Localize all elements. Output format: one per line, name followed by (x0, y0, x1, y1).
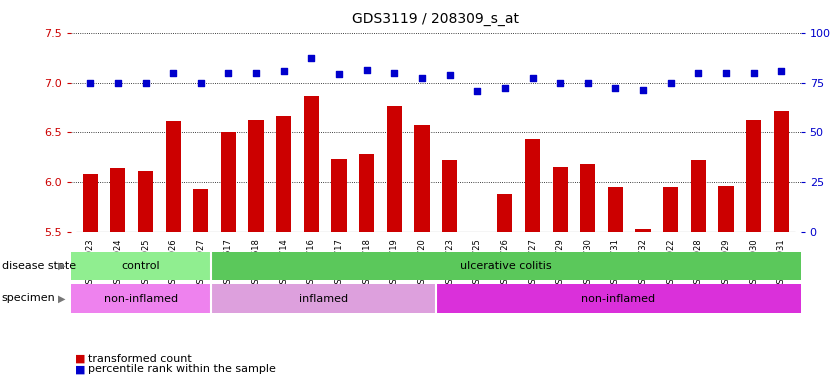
Text: ▶: ▶ (58, 293, 65, 303)
Point (609, 84, 622, 91)
Point (388, 70, 401, 76)
Bar (691, 161, 706, 232)
Bar (774, 111, 789, 232)
Bar (435, 284, 801, 313)
Point (636, 86, 650, 93)
Text: control: control (122, 261, 160, 271)
Bar (110, 169, 125, 232)
Point (83, 79, 97, 86)
Text: non-inflamed: non-inflamed (581, 293, 656, 304)
Text: non-inflamed: non-inflamed (104, 293, 178, 304)
Bar (211, 284, 435, 313)
Bar (166, 121, 181, 232)
Text: percentile rank within the sample: percentile rank within the sample (88, 364, 275, 374)
Bar (663, 187, 678, 232)
Point (332, 71, 345, 77)
Text: ■: ■ (75, 354, 86, 364)
Text: disease state: disease state (2, 261, 76, 271)
Bar (249, 119, 264, 232)
Bar (470, 232, 485, 268)
Bar (497, 194, 512, 232)
Bar (276, 116, 291, 232)
Bar (580, 164, 595, 232)
Point (277, 68, 290, 74)
Text: GDS3119 / 208309_s_at: GDS3119 / 208309_s_at (352, 12, 520, 25)
Point (526, 74, 540, 81)
Bar (718, 186, 734, 232)
Bar (608, 187, 623, 232)
Point (222, 70, 235, 76)
Point (664, 79, 677, 86)
Bar (193, 189, 208, 232)
Bar (71, 284, 211, 313)
Point (720, 70, 733, 76)
Bar (71, 252, 211, 280)
Point (194, 79, 208, 86)
Text: transformed count: transformed count (88, 354, 191, 364)
Point (415, 74, 429, 81)
Point (775, 68, 788, 74)
Point (581, 79, 595, 86)
Bar (83, 174, 98, 232)
Point (111, 79, 124, 86)
Point (470, 88, 484, 94)
Point (554, 79, 567, 86)
Bar (636, 229, 651, 232)
Bar (331, 159, 347, 232)
Point (138, 79, 152, 86)
Bar (414, 126, 430, 232)
Bar (138, 171, 153, 232)
Bar (746, 119, 761, 232)
Point (360, 66, 374, 73)
Text: inflamed: inflamed (299, 293, 348, 304)
Bar (525, 139, 540, 232)
Point (249, 70, 263, 76)
Bar (221, 132, 236, 232)
Bar (359, 154, 374, 232)
Text: ▶: ▶ (58, 261, 65, 271)
Point (747, 70, 761, 76)
Bar (304, 96, 319, 232)
Point (443, 71, 456, 78)
Bar (387, 106, 402, 232)
Point (498, 84, 511, 91)
Bar (442, 161, 457, 232)
Bar (211, 252, 801, 280)
Point (167, 70, 180, 76)
Bar (553, 167, 568, 232)
Text: ulcerative colitis: ulcerative colitis (460, 261, 552, 271)
Text: specimen: specimen (2, 293, 55, 303)
Text: ■: ■ (75, 364, 86, 374)
Point (691, 70, 705, 76)
Point (304, 55, 318, 61)
